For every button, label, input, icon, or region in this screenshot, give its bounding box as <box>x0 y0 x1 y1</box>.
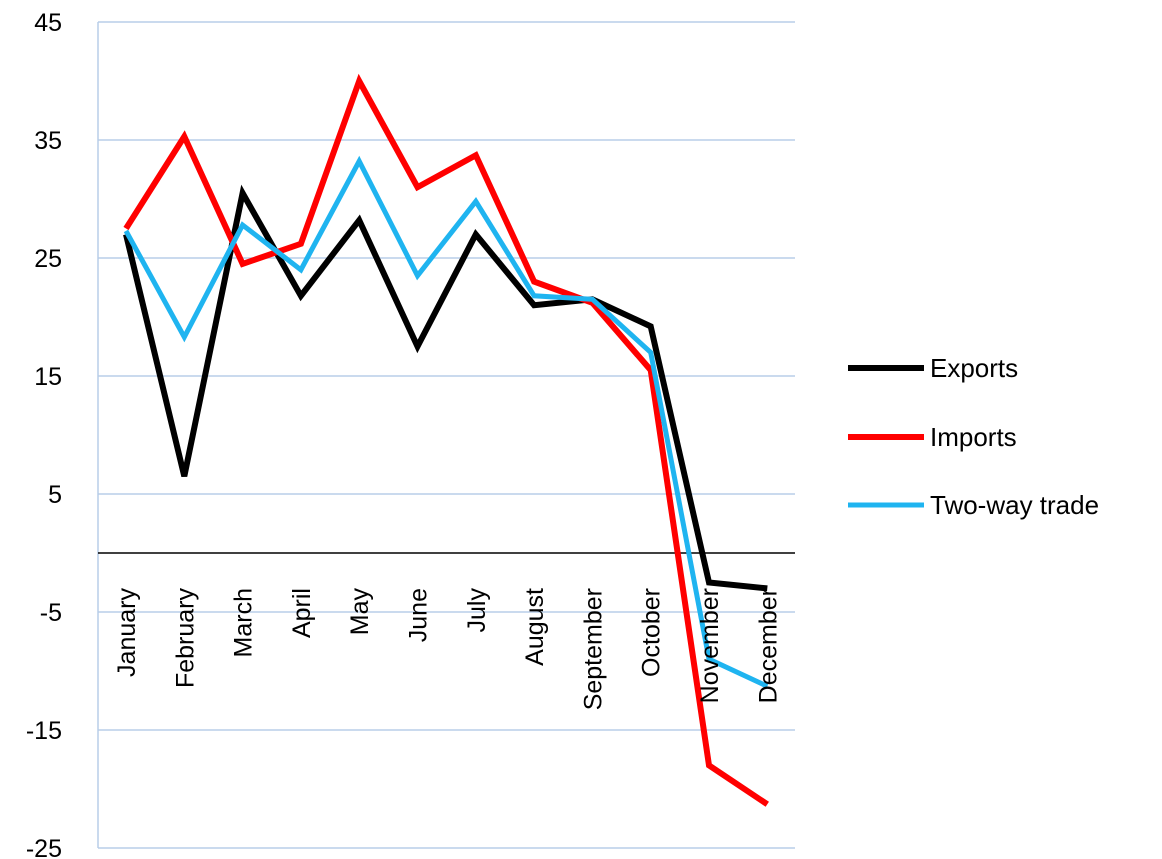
legend: Exports Imports Two-way trade <box>848 353 1099 520</box>
legend-item: Exports <box>848 353 1018 383</box>
x-category-label: September <box>579 588 607 710</box>
y-tick-label: 15 <box>34 363 62 391</box>
x-category-label: May <box>346 588 374 636</box>
legend-label: Two-way trade <box>930 490 1099 520</box>
series-lines <box>123 73 769 807</box>
y-tick-label: 25 <box>34 245 62 273</box>
axes <box>97 22 795 848</box>
series-line-exports <box>123 184 768 592</box>
x-category-label: December <box>754 588 782 703</box>
y-tick-label: -5 <box>40 599 62 627</box>
y-tick-label: 35 <box>34 127 62 155</box>
x-category-label: January <box>113 588 141 677</box>
x-category-label: April <box>288 588 316 638</box>
x-category-label: August <box>521 588 549 666</box>
y-tick-label: -25 <box>26 835 62 859</box>
legend-item: Two-way trade <box>848 490 1099 520</box>
x-category-label: June <box>405 588 433 642</box>
legend-label: Exports <box>930 353 1018 383</box>
x-category-label: March <box>230 588 258 657</box>
series-line-imports <box>123 73 769 807</box>
y-axis-tick-labels: 45 35 25 15 5 -5 -15 -25 <box>26 9 62 859</box>
x-category-label: October <box>638 588 666 677</box>
x-category-label: July <box>463 588 491 633</box>
x-category-label: February <box>171 588 199 689</box>
y-tick-label: 45 <box>34 9 62 37</box>
legend-item: Imports <box>848 422 1017 452</box>
x-category-label: November <box>696 588 724 703</box>
legend-label: Imports <box>930 422 1017 452</box>
gridlines <box>98 21 795 849</box>
y-tick-label: -15 <box>26 717 62 745</box>
x-axis-category-labels: January February March April May June July Augu… <box>113 588 782 711</box>
series-line-two-way-trade <box>123 155 769 689</box>
y-tick-label: 5 <box>48 481 62 509</box>
